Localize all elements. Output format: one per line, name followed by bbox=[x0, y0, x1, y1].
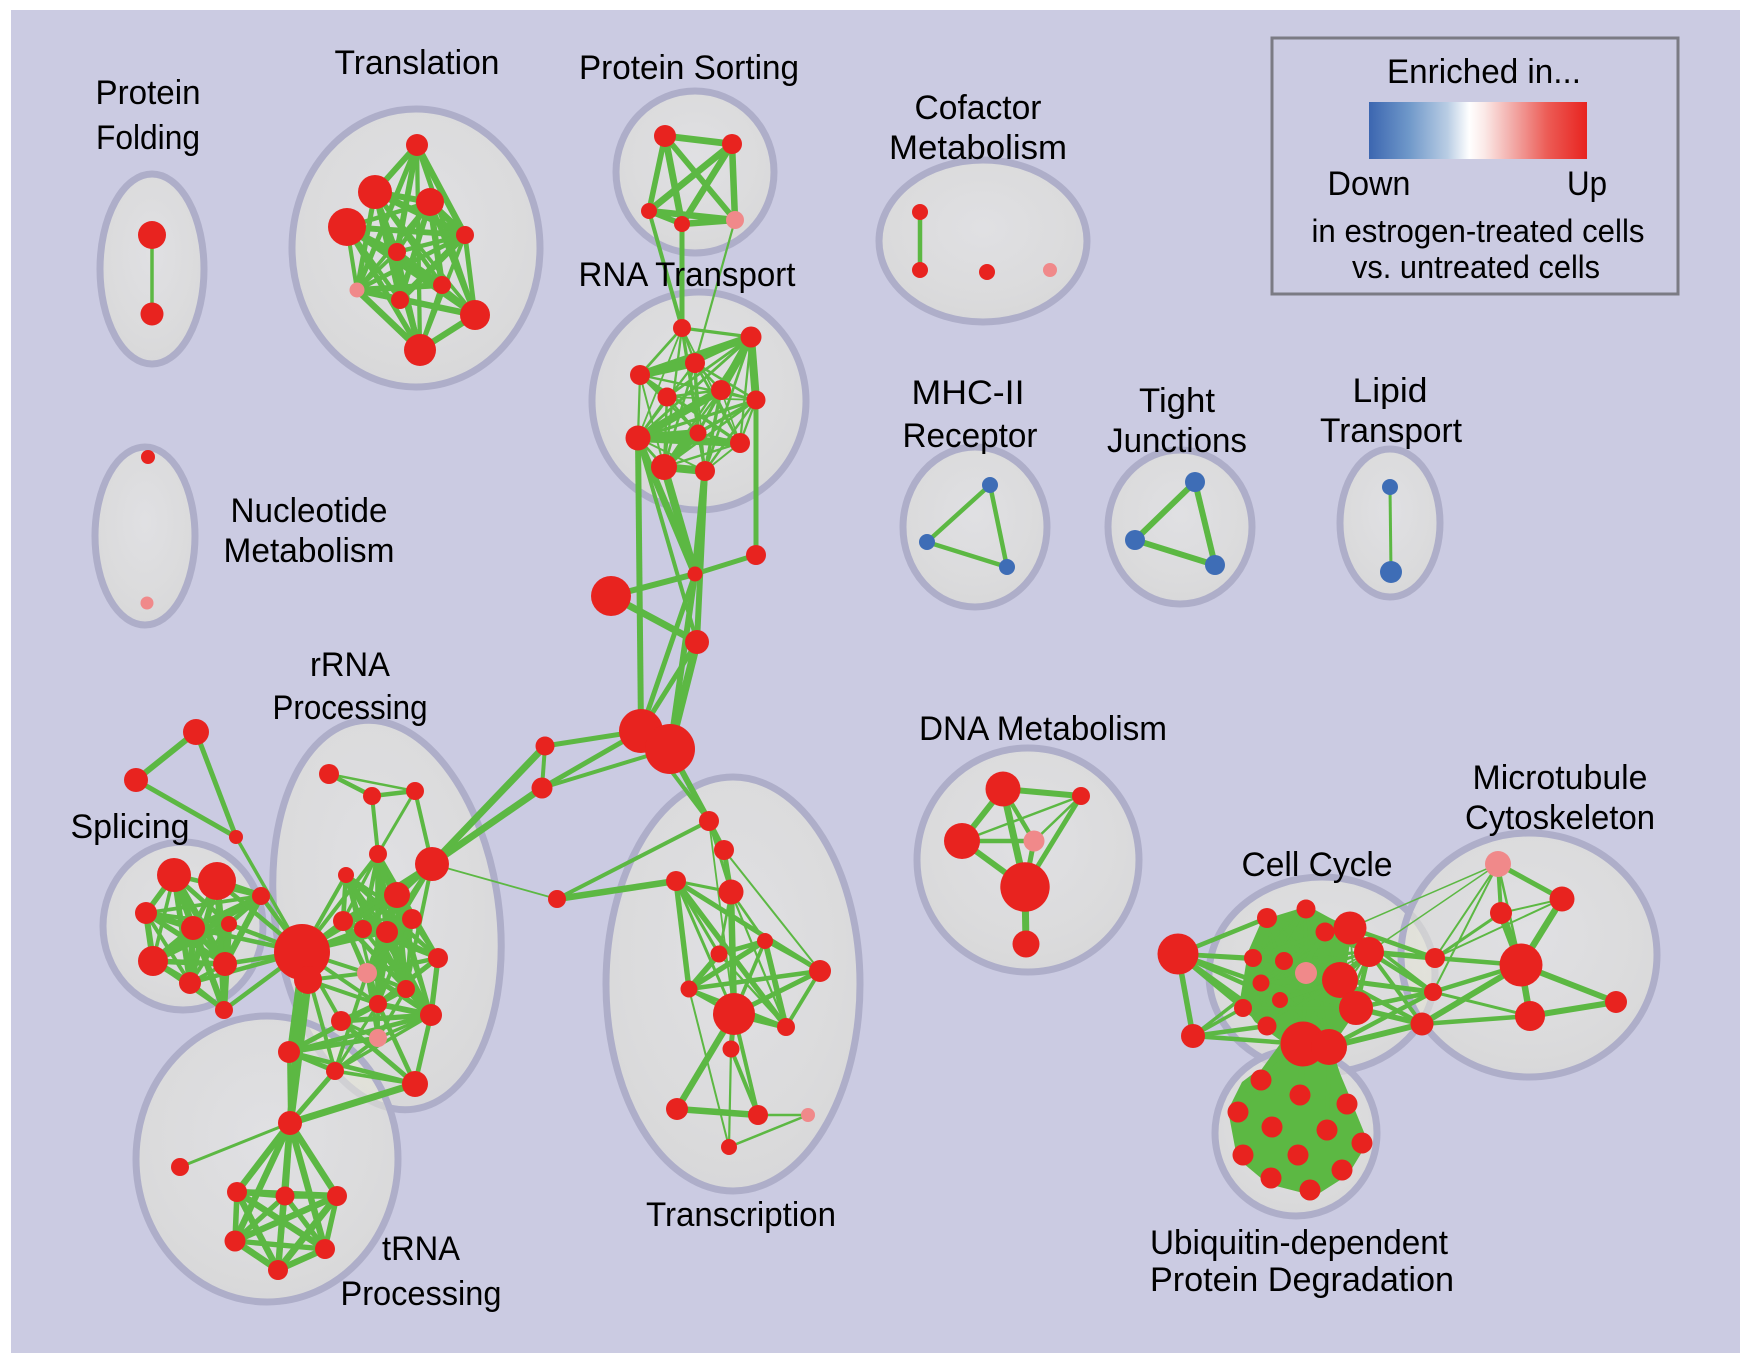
svg-text:Cell Cycle: Cell Cycle bbox=[1242, 846, 1393, 884]
svg-text:Up: Up bbox=[1567, 165, 1607, 203]
svg-text:Junctions: Junctions bbox=[1107, 422, 1247, 460]
svg-text:Protein Sorting: Protein Sorting bbox=[579, 49, 799, 87]
svg-text:Nucleotide: Nucleotide bbox=[231, 492, 388, 530]
svg-text:Transcription: Transcription bbox=[646, 1196, 836, 1234]
svg-text:Enriched in...: Enriched in... bbox=[1387, 53, 1581, 91]
svg-text:Transport: Transport bbox=[1320, 412, 1463, 450]
svg-text:Metabolism: Metabolism bbox=[224, 532, 395, 570]
svg-text:Cytoskeleton: Cytoskeleton bbox=[1465, 799, 1655, 837]
svg-text:Lipid: Lipid bbox=[1353, 372, 1428, 410]
svg-text:Translation: Translation bbox=[335, 44, 500, 82]
svg-text:Receptor: Receptor bbox=[903, 417, 1038, 455]
svg-text:Folding: Folding bbox=[96, 119, 200, 157]
svg-text:Protein: Protein bbox=[96, 74, 201, 112]
svg-text:Protein Degradation: Protein Degradation bbox=[1150, 1261, 1454, 1299]
svg-text:tRNA: tRNA bbox=[382, 1230, 460, 1268]
svg-text:Ubiquitin-dependent: Ubiquitin-dependent bbox=[1150, 1224, 1449, 1262]
svg-text:Tight: Tight bbox=[1139, 382, 1216, 420]
svg-text:Metabolism: Metabolism bbox=[889, 129, 1067, 167]
svg-text:DNA Metabolism: DNA Metabolism bbox=[919, 710, 1167, 748]
svg-text:MHC-II: MHC-II bbox=[912, 374, 1025, 412]
svg-text:Down: Down bbox=[1328, 165, 1411, 203]
svg-text:in estrogen-treated cells: in estrogen-treated cells bbox=[1312, 213, 1645, 249]
svg-text:RNA Transport: RNA Transport bbox=[579, 256, 797, 294]
svg-text:rRNA: rRNA bbox=[310, 646, 390, 684]
svg-text:Cofactor: Cofactor bbox=[915, 89, 1042, 127]
svg-text:Microtubule: Microtubule bbox=[1473, 759, 1648, 797]
svg-text:vs. untreated cells: vs. untreated cells bbox=[1352, 249, 1600, 285]
svg-text:Processing: Processing bbox=[341, 1275, 502, 1313]
svg-text:Splicing: Splicing bbox=[71, 808, 190, 846]
svg-text:Processing: Processing bbox=[273, 689, 428, 727]
